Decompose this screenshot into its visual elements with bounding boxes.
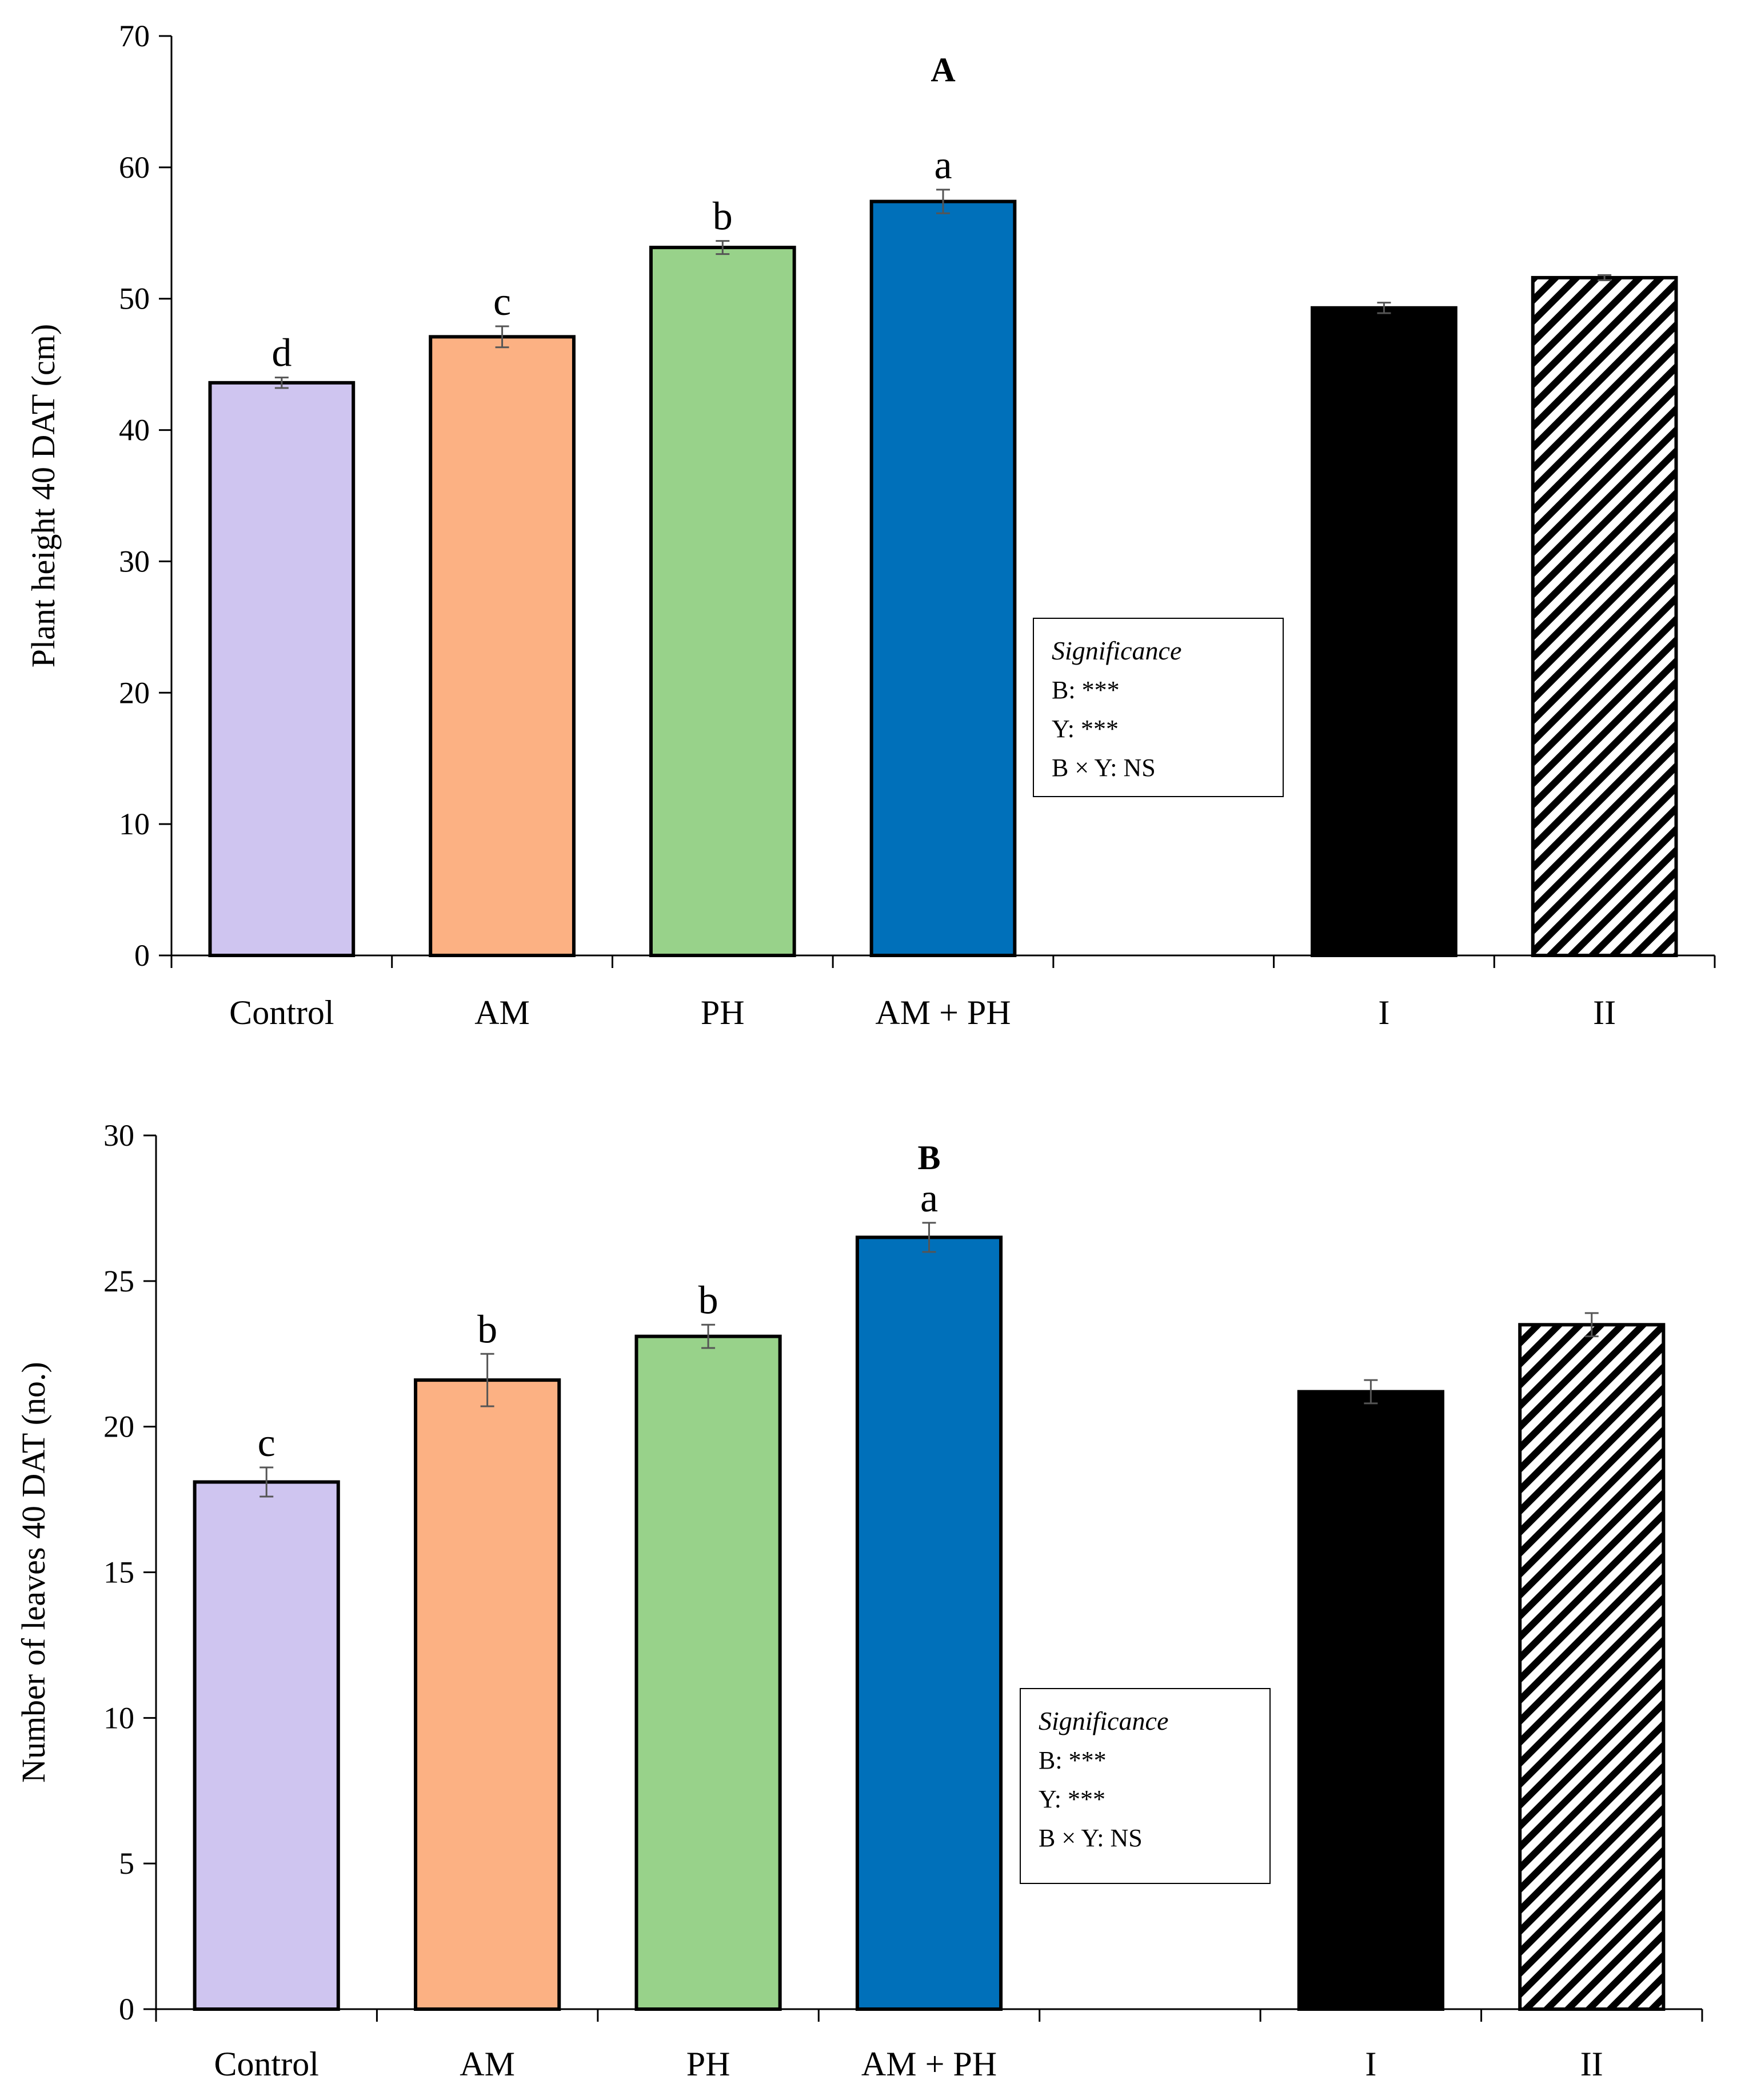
y-tick-label: 20: [103, 1410, 134, 1444]
significance-title: Significance: [1039, 1706, 1168, 1735]
bar: [1518, 1323, 1666, 2011]
x-category-label: PH: [686, 2045, 730, 2083]
significance-letter: c: [493, 280, 511, 324]
bar: [1297, 1390, 1444, 2011]
significance-letter: c: [258, 1421, 275, 1465]
significance-line: B × Y: NS: [1052, 754, 1156, 782]
y-tick-label: 25: [103, 1264, 134, 1298]
y-tick-label: 70: [119, 19, 150, 53]
significance-line: B: ***: [1052, 676, 1120, 704]
y-tick-label: 0: [134, 938, 150, 973]
significance-box: [1033, 618, 1284, 797]
bar: [193, 1480, 340, 2011]
bar: [429, 335, 576, 958]
significance-line: Y: ***: [1052, 715, 1119, 743]
x-category-label: AM + PH: [861, 2045, 997, 2083]
significance-title: Significance: [1052, 636, 1181, 665]
y-tick-label: 0: [119, 1992, 134, 2026]
y-tick-label: 50: [119, 282, 150, 316]
x-category-label: I: [1365, 2045, 1376, 2083]
significance-letter: a: [920, 1177, 938, 1221]
significance-letter: b: [477, 1307, 497, 1351]
x-category-label: II: [1593, 994, 1616, 1031]
y-tick-label: 20: [119, 675, 150, 710]
panel-title: B: [917, 1139, 940, 1177]
x-category-label: Control: [214, 2045, 319, 2083]
significance-letter: b: [713, 195, 733, 239]
y-tick-label: 30: [119, 544, 150, 578]
y-tick-label: 60: [119, 150, 150, 185]
x-category-label: PH: [701, 994, 745, 1031]
bar: [855, 1235, 1003, 2011]
x-category-label: I: [1378, 994, 1389, 1031]
significance-box: [1020, 1688, 1271, 1884]
panel-title: A: [931, 51, 955, 89]
x-category-label: AM + PH: [875, 994, 1011, 1031]
significance-line: B: ***: [1039, 1746, 1107, 1774]
y-tick-label: 40: [119, 413, 150, 447]
y-tick-label: 5: [119, 1846, 134, 1881]
significance-line: B × Y: NS: [1039, 1824, 1143, 1852]
panel-b-chart: B Number of leaves 40 DAT (no.) 0 5 10 15 20 25…: [15, 1118, 1703, 2083]
significance-letter: b: [698, 1278, 718, 1322]
panel-a-chart: A Plant height 40 DAT (cm) 0 10 20 30 40 50 60 70…: [25, 19, 1716, 1031]
bar: [414, 1378, 561, 2011]
y-axis-title: Plant height 40 DAT (cm): [25, 324, 62, 667]
x-category-label: AM: [460, 2045, 515, 2083]
bar: [649, 246, 796, 958]
y-tick-label: 30: [103, 1118, 134, 1153]
y-tick-label: 10: [119, 807, 150, 841]
x-category-label: AM: [474, 994, 530, 1031]
bar: [1531, 275, 1678, 957]
significance-letter: a: [934, 143, 952, 187]
significance-letter: d: [271, 331, 292, 375]
significance-line: Y: ***: [1039, 1785, 1105, 1813]
bar: [869, 199, 1017, 957]
bar: [208, 381, 356, 957]
bar: [1311, 306, 1458, 957]
x-category-label: II: [1580, 2045, 1603, 2083]
bar: [634, 1334, 782, 2011]
y-tick-label: 10: [103, 1701, 134, 1735]
x-category-label: Control: [229, 994, 334, 1031]
y-axis-title: Number of leaves 40 DAT (no.): [15, 1362, 52, 1783]
y-tick-label: 15: [103, 1555, 134, 1590]
